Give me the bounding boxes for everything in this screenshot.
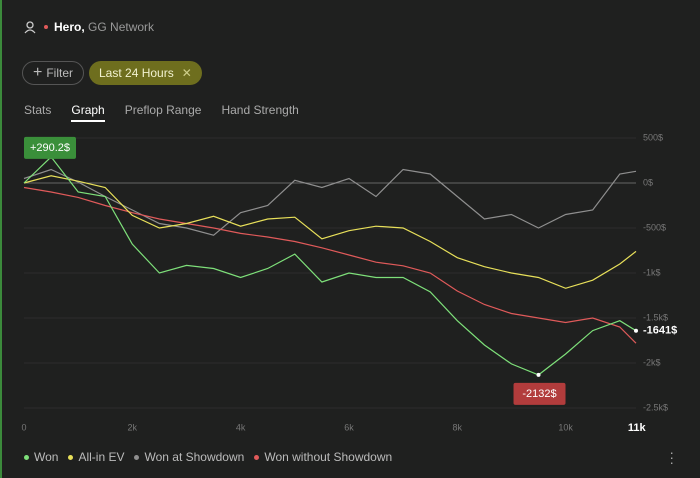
tab[interactable]: Hand Strength — [221, 103, 299, 117]
y-tick-label: 0$ — [643, 177, 653, 187]
y-tick-label: -1k$ — [643, 267, 661, 277]
annotation-label: -2132$ — [522, 388, 556, 400]
legend-label: Won at Showdown — [144, 450, 245, 464]
network: GG Network — [88, 20, 155, 34]
legend-item[interactable]: All-in EV — [68, 450, 124, 464]
legend-item[interactable]: Won without Showdown — [254, 450, 392, 464]
header: Hero, GG Network — [24, 20, 154, 34]
filter-label: Filter — [46, 66, 74, 80]
series-line — [23, 156, 637, 376]
series-line — [23, 168, 637, 236]
x-tick-label: 11k — [628, 422, 647, 434]
legend-dot — [24, 455, 29, 461]
legend-label: Won — [34, 450, 59, 464]
tab[interactable]: Stats — [24, 103, 52, 117]
annotation-label: -1641$ — [643, 325, 677, 337]
legend-dot — [134, 455, 140, 461]
legend-item[interactable]: Won at Showdown — [134, 450, 244, 464]
x-tick-label: 6k — [344, 422, 354, 432]
annotation-point — [634, 328, 638, 333]
chip-label: Last 24 Hours — [99, 66, 174, 80]
x-tick-label: 10k — [558, 422, 573, 432]
legend-dot — [254, 455, 260, 461]
y-tick-label: -2k$ — [643, 357, 661, 367]
user-name: Hero, — [54, 20, 85, 34]
chart: 500$ 0$ -500$ -1k$ -1.5k$ -2k$ -2.5k$ 0 2k 4k 6k 8k… — [21, 132, 677, 434]
y-tick-label: 500$ — [643, 132, 663, 142]
annotation-point — [536, 372, 541, 377]
legend-label: All-in EV — [78, 450, 125, 464]
legend-item[interactable]: Won — [24, 450, 58, 464]
x-tick-label: 2k — [128, 422, 138, 432]
series-line — [23, 175, 637, 289]
legend-dot — [68, 455, 74, 461]
filter-button[interactable]: + Filter — [22, 61, 85, 85]
status-dot — [44, 25, 48, 29]
tabs: Stats Graph Preflop Range Hand Strength — [24, 103, 299, 122]
annotation-box — [513, 382, 566, 405]
x-tick-label: 0 — [21, 422, 26, 432]
y-tick-label: -2.5k$ — [643, 402, 668, 412]
annotation-label: +290.2$ — [30, 142, 70, 154]
series-line — [23, 186, 637, 344]
user-icon — [24, 21, 36, 34]
y-tick-label: -1.5k$ — [643, 312, 668, 322]
tab[interactable]: Preflop Range — [124, 103, 202, 117]
more-menu[interactable]: · · · — [669, 444, 674, 470]
date-chip[interactable]: Last 24 Hours ✕ — [89, 61, 202, 85]
x-tick-label: 8k — [453, 422, 463, 432]
y-tick-label: -500$ — [643, 222, 666, 232]
tab[interactable]: Graph — [71, 103, 105, 122]
x-tick-label: 4k — [236, 422, 246, 432]
legend-label: Won without Showdown — [264, 450, 393, 464]
legend: Won All-in EV Won at Showdown Won without S… — [24, 450, 392, 464]
annotation-box — [24, 136, 76, 159]
